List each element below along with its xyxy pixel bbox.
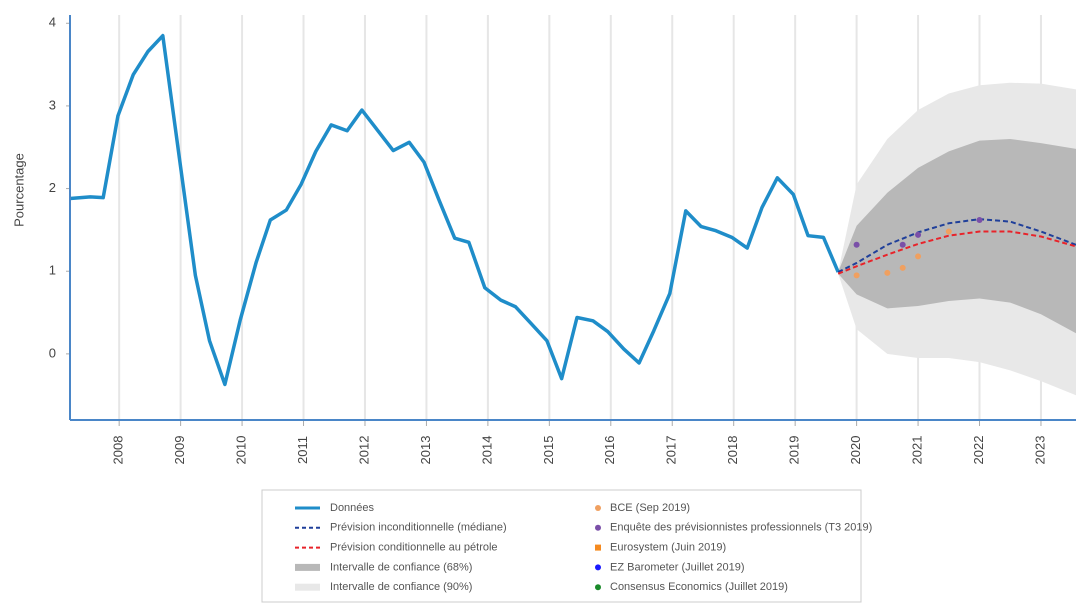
x-tick-label: 2016 — [602, 436, 617, 465]
forecast-marker — [915, 253, 922, 260]
legend-box — [261, 489, 862, 603]
y-tick-label: 2 — [49, 180, 56, 195]
legend-swatch — [595, 505, 601, 511]
x-tick-label: 2023 — [1032, 436, 1047, 465]
x-tick-label: 2018 — [725, 436, 740, 465]
legend-label: Données — [330, 502, 375, 514]
legend-swatch — [595, 564, 601, 571]
legend-swatch — [295, 563, 320, 571]
forecast-marker — [853, 241, 860, 248]
plot-area — [70, 15, 1076, 420]
legend-label: Enquête des prévisionnistes professionne… — [610, 522, 872, 534]
x-tick-label: 2021 — [910, 436, 925, 465]
x-tick-label: 2017 — [664, 436, 679, 465]
legend-label: Eurosystem (Juin 2019) — [610, 542, 726, 554]
x-tick-label: 2008 — [111, 436, 126, 465]
forecast-marker — [899, 264, 906, 271]
y-tick-label: 1 — [49, 263, 56, 278]
x-tick-label: 2020 — [848, 436, 863, 465]
x-tick-label: 2014 — [479, 436, 494, 465]
forecast-marker — [945, 228, 952, 235]
x-tick-label: 2015 — [541, 436, 556, 465]
forecast-marker — [976, 216, 983, 223]
y-tick-label: 0 — [49, 345, 56, 360]
legend-label: Prévision conditionnelle au pétrole — [330, 542, 498, 554]
forecast-marker — [915, 231, 922, 238]
y-tick-label: 4 — [49, 15, 56, 30]
x-tick-label: 2012 — [356, 436, 371, 465]
legend-swatch — [595, 584, 601, 591]
forecast-marker — [899, 241, 906, 248]
y-axis-label: Pourcentage — [11, 153, 26, 227]
legend-label: EZ Barometer (Juillet 2019) — [610, 561, 745, 573]
legend-label: Intervalle de confiance (90%) — [330, 581, 472, 593]
legend-label: Consensus Economics (Juillet 2019) — [610, 581, 788, 593]
forecast-marker — [853, 272, 860, 279]
legend-swatch — [595, 544, 601, 551]
x-tick-label: 2009 — [172, 436, 187, 465]
legend-swatch — [595, 524, 601, 531]
data-line — [70, 33, 840, 387]
legend-label: Prévision inconditionnelle (médiane) — [330, 522, 507, 534]
confidence-band — [838, 138, 1076, 334]
forecast-line — [837, 218, 1076, 273]
forecast-marker — [884, 269, 891, 276]
legend-label: Intervalle de confiance (68%) — [330, 561, 472, 573]
x-tick-label: 2022 — [971, 436, 986, 465]
legend-swatch — [295, 583, 320, 591]
x-tick-label: 2019 — [787, 436, 802, 465]
x-tick-label: 2011 — [295, 436, 310, 464]
x-tick-label: 2010 — [234, 436, 249, 465]
y-tick-label: 3 — [49, 97, 56, 112]
legend-label: BCE (Sep 2019) — [610, 502, 690, 514]
x-tick-label: 2013 — [418, 436, 433, 465]
